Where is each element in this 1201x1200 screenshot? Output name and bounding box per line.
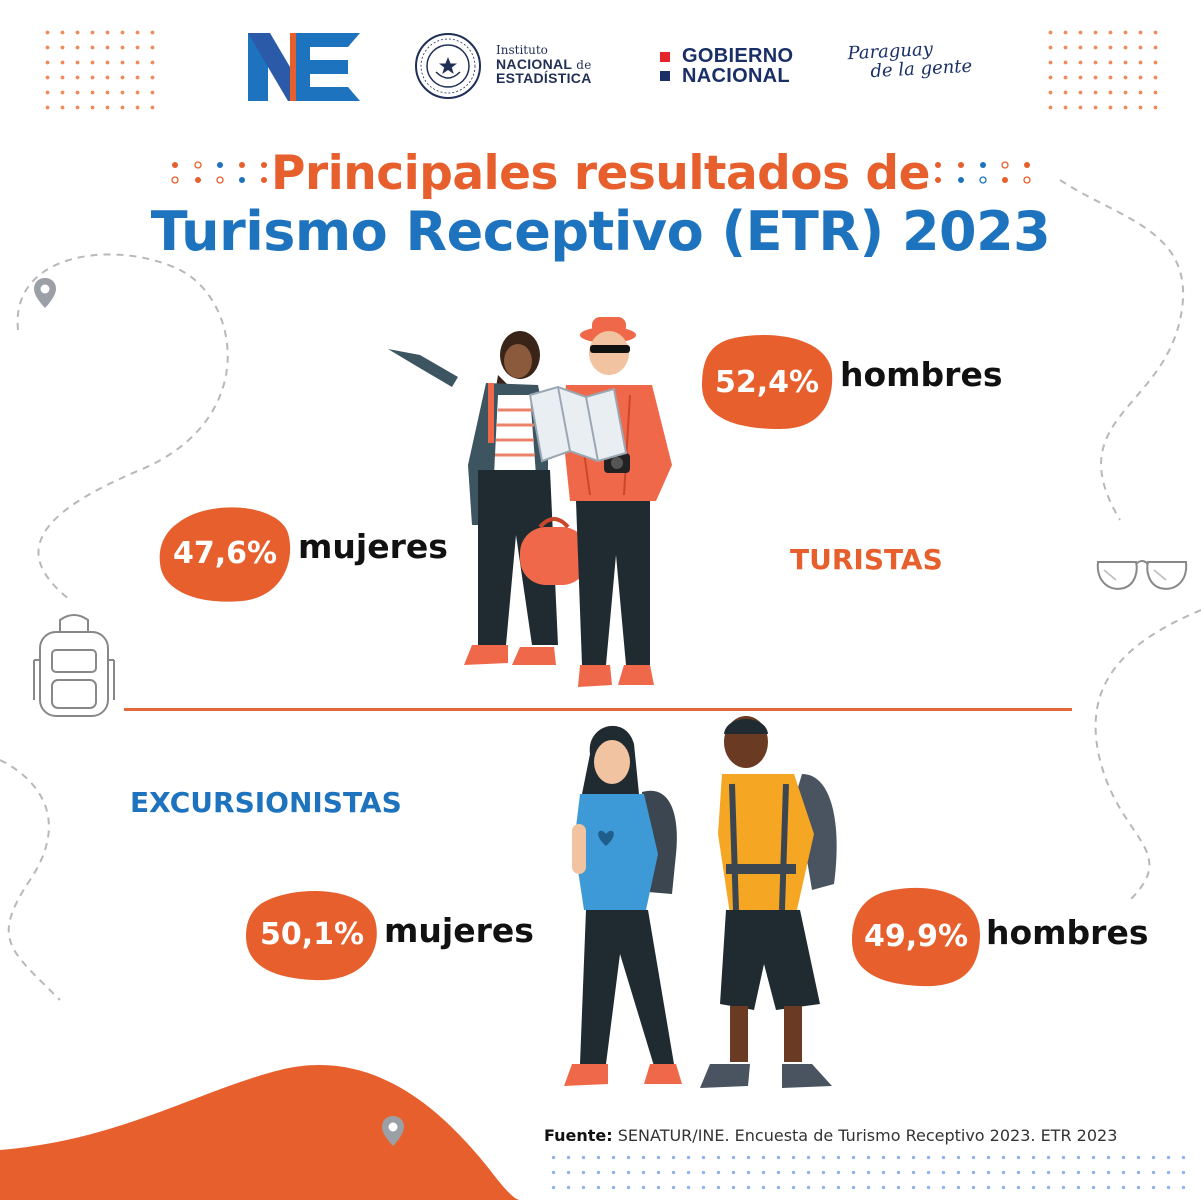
dot-pattern [40, 25, 160, 110]
location-pin-icon [382, 1116, 404, 1146]
excursionistas-hombres-label: hombres [986, 913, 1149, 952]
excursionistas-hombres-badge: 49,9% [850, 884, 982, 988]
title-dots-right [935, 161, 1031, 184]
turistas-mujeres-badge: 47,6% [158, 503, 292, 603]
ine-logo [248, 33, 360, 101]
blue-square-icon [660, 71, 670, 82]
hikers-illustration [564, 716, 837, 1088]
institute-name: Instituto NACIONAL de ESTADÍSTICA [496, 43, 592, 87]
title-line-2: Turismo Receptivo (ETR) 2023 [150, 200, 1051, 263]
excursionistas-label: EXCURSIONISTAS [130, 786, 402, 819]
title-line-1: Principales resultados de [271, 146, 930, 201]
turistas-hombres-label: hombres [840, 355, 1003, 394]
sunglasses-icon [1096, 560, 1188, 590]
backpack-icon [33, 614, 115, 717]
section-divider [124, 708, 1072, 711]
dot-pattern [546, 1150, 1186, 1200]
source-note: Fuente: SENATUR/INE. Encuesta de Turismo… [544, 1126, 1118, 1145]
gobierno-nacional-logo: GOBIERNO NACIONAL [660, 46, 793, 86]
tourists-illustration [388, 317, 672, 687]
location-pin-icon [34, 278, 56, 308]
paraguay-seal-icon [415, 33, 481, 99]
turistas-hombres-badge: 52,4% [700, 333, 834, 431]
dot-pattern [1043, 25, 1165, 110]
red-square-icon [660, 51, 670, 62]
excursionistas-mujeres-badge: 50,1% [244, 886, 380, 982]
turistas-label: TURISTAS [790, 543, 943, 576]
excursionistas-mujeres-label: mujeres [384, 911, 534, 950]
paraguay-slogan: Paraguay de la gente [846, 38, 973, 82]
turistas-mujeres-label: mujeres [298, 527, 448, 566]
title-dots-left [171, 161, 267, 184]
